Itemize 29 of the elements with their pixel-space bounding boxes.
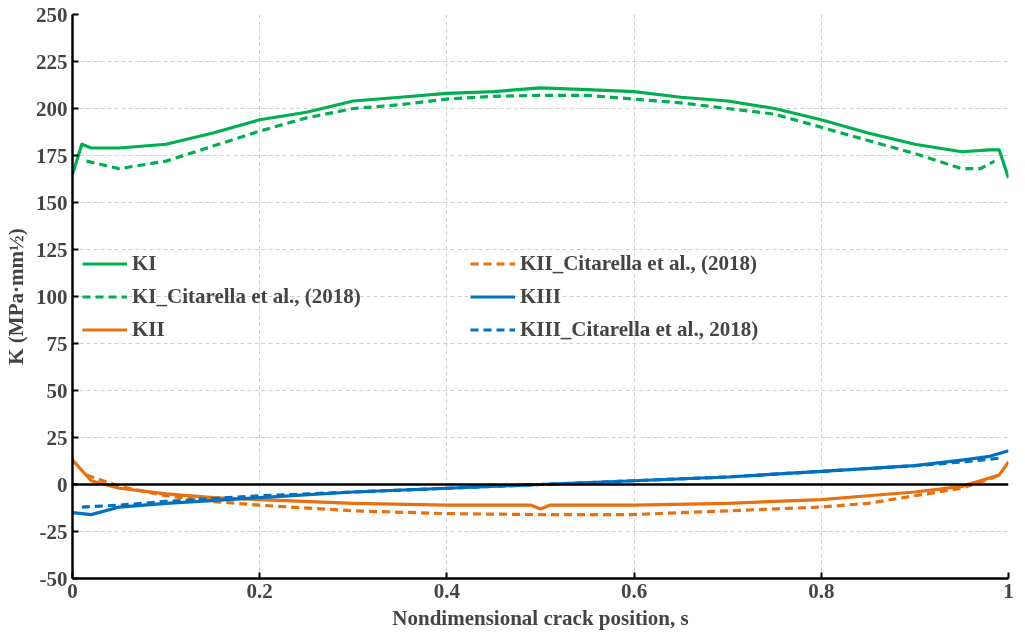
- legend-label: KI: [132, 250, 158, 276]
- x-tick-label: 1: [1003, 578, 1014, 603]
- y-tick-label: 150: [36, 190, 68, 215]
- y-tick-label: 75: [46, 331, 68, 356]
- y-tick-label: 125: [36, 237, 68, 262]
- y-tick-label: 100: [36, 284, 68, 309]
- y-tick-label: 25: [46, 425, 68, 450]
- legend-label: KIII_Citarella et al., 2018): [520, 316, 760, 342]
- legend-label: KIII: [520, 283, 562, 309]
- line-series: [72, 449, 1009, 517]
- x-tick-label: 0.2: [246, 578, 273, 603]
- line-series: [72, 86, 1009, 180]
- x-tick-label: 0.8: [808, 578, 835, 603]
- legend-label: KII_Citarella et al., (2018): [520, 250, 758, 276]
- y-tick-label: 175: [36, 143, 68, 168]
- legend-label: KI_Citarella et al., (2018): [132, 283, 362, 309]
- y-tick-label: -25: [39, 519, 68, 544]
- y-tick-label: 0: [57, 472, 68, 497]
- y-tick-label: 50: [46, 378, 68, 403]
- y-tick-label: 250: [36, 2, 68, 27]
- y-tick-label: 200: [36, 96, 68, 121]
- y-axis-title: K (MPa·mm½): [4, 228, 28, 365]
- x-axis-title: Nondimensional crack position, s: [392, 605, 689, 630]
- x-tick-label: 0.4: [433, 578, 461, 603]
- line-series: [84, 93, 997, 171]
- x-tick-label: 0.6: [620, 578, 648, 603]
- y-tick-label: -50: [39, 566, 68, 591]
- y-tick-label: 225: [36, 49, 68, 74]
- legend-label: KII: [132, 316, 166, 342]
